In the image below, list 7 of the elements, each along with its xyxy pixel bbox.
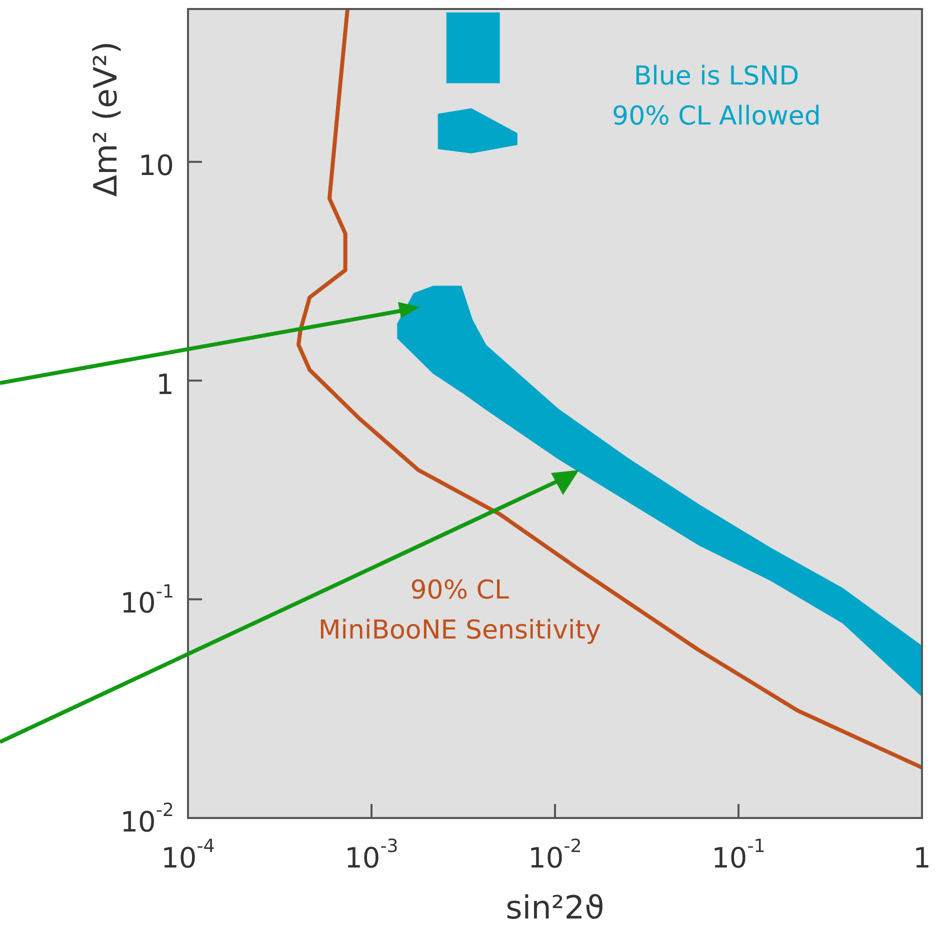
y-tick-label: 1 xyxy=(156,368,174,401)
annotation: Blue is LSND 90% CL Allowed xyxy=(612,62,821,132)
x-axis-title: sin²2ϑ xyxy=(506,888,604,926)
y-tick-label: 10 xyxy=(138,149,174,182)
annotation: 90% CL MiniBooNE Sensitivity xyxy=(318,575,601,646)
y-axis-title: Δm² (eV²) xyxy=(86,41,124,197)
x-tick-label: 1 xyxy=(913,841,931,874)
